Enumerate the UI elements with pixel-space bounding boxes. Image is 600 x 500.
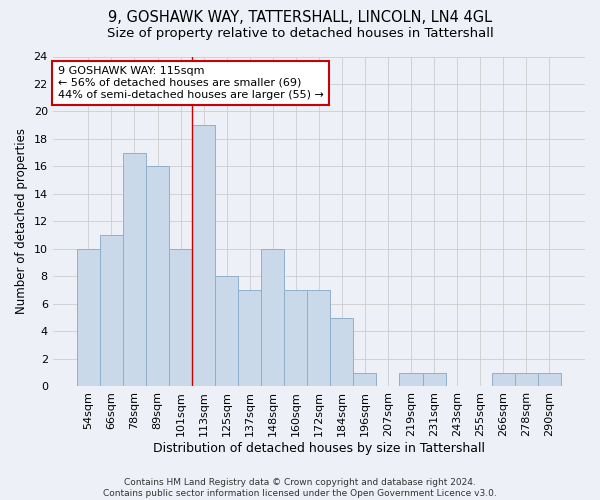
Text: Contains HM Land Registry data © Crown copyright and database right 2024.
Contai: Contains HM Land Registry data © Crown c… bbox=[103, 478, 497, 498]
Text: Size of property relative to detached houses in Tattershall: Size of property relative to detached ho… bbox=[107, 28, 493, 40]
Bar bbox=[261, 249, 284, 386]
Bar bbox=[100, 235, 123, 386]
Bar bbox=[422, 372, 446, 386]
Bar bbox=[284, 290, 307, 386]
Bar bbox=[307, 290, 331, 386]
Bar bbox=[400, 372, 422, 386]
X-axis label: Distribution of detached houses by size in Tattershall: Distribution of detached houses by size … bbox=[153, 442, 485, 455]
Bar bbox=[192, 125, 215, 386]
Bar bbox=[331, 318, 353, 386]
Bar bbox=[146, 166, 169, 386]
Bar bbox=[538, 372, 561, 386]
Bar bbox=[353, 372, 376, 386]
Bar bbox=[238, 290, 261, 386]
Text: 9 GOSHAWK WAY: 115sqm
← 56% of detached houses are smaller (69)
44% of semi-deta: 9 GOSHAWK WAY: 115sqm ← 56% of detached … bbox=[58, 66, 324, 100]
Y-axis label: Number of detached properties: Number of detached properties bbox=[15, 128, 28, 314]
Bar bbox=[123, 152, 146, 386]
Text: 9, GOSHAWK WAY, TATTERSHALL, LINCOLN, LN4 4GL: 9, GOSHAWK WAY, TATTERSHALL, LINCOLN, LN… bbox=[108, 10, 492, 25]
Bar bbox=[77, 249, 100, 386]
Bar bbox=[215, 276, 238, 386]
Bar bbox=[515, 372, 538, 386]
Bar bbox=[491, 372, 515, 386]
Bar bbox=[169, 249, 192, 386]
